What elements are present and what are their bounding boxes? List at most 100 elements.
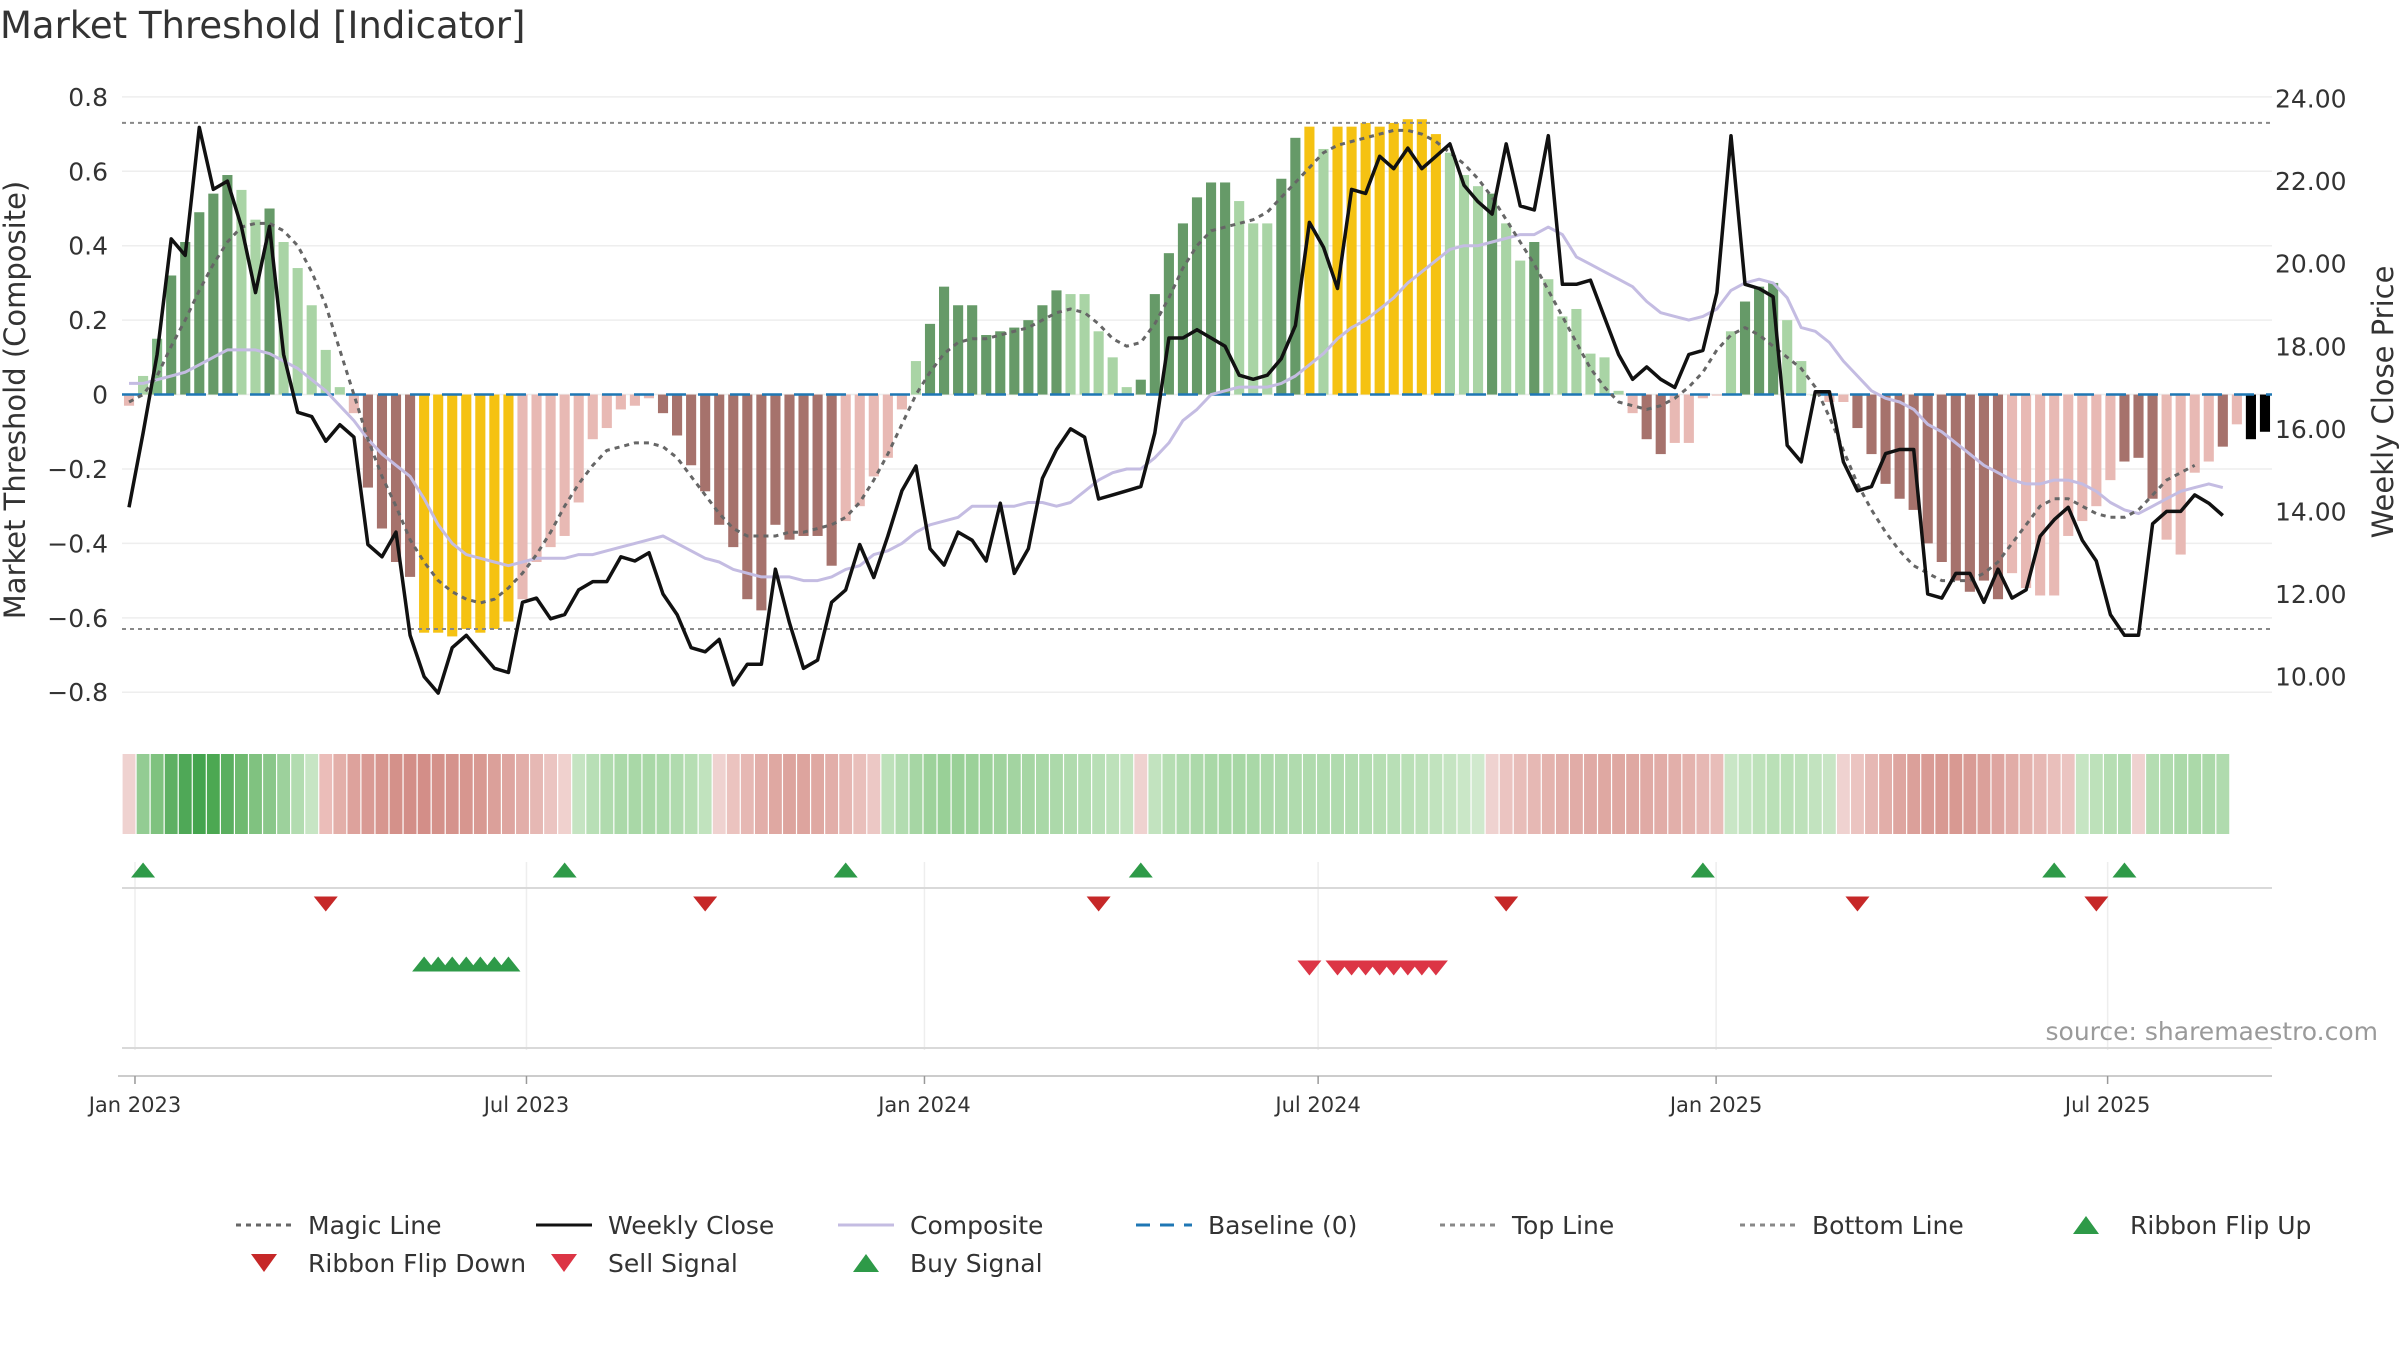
- chart-title: Market Threshold [Indicator]: [0, 4, 525, 47]
- composite-bar: [2021, 394, 2032, 589]
- ribbon-flip-up-marker: [1690, 862, 1715, 878]
- ribbon-cell: [305, 754, 319, 834]
- ribbon-cell: [993, 754, 1007, 834]
- ribbon-cell: [1021, 754, 1035, 834]
- composite-bar: [770, 394, 781, 525]
- composite-bar: [2133, 394, 2144, 458]
- sell-signal-marker: [1297, 960, 1322, 976]
- composite-bar: [1037, 305, 1048, 395]
- composite-bar: [1739, 301, 1751, 395]
- ribbon-cell: [1710, 754, 1724, 834]
- ribbon-flip-down-marker: [1494, 896, 1519, 912]
- composite-bar: [1950, 394, 1961, 581]
- composite-bar: [2006, 394, 2018, 574]
- ribbon-cell: [1640, 754, 1654, 834]
- ribbon-cell: [375, 754, 389, 834]
- ribbon-cell: [487, 754, 501, 834]
- ribbon-cell: [1050, 754, 1063, 834]
- composite-bar: [503, 394, 514, 622]
- ribbon-cell: [516, 754, 529, 834]
- composite-bar: [657, 394, 669, 414]
- composite-bar: [1529, 242, 1540, 395]
- magic-line: [128, 128, 2196, 605]
- composite-bar: [1248, 223, 1259, 395]
- composite-bar: [1669, 394, 1680, 443]
- ribbon-cell: [670, 754, 684, 834]
- ribbon-cell: [2061, 754, 2075, 834]
- composite-bar: [981, 335, 992, 395]
- composite-bar: [264, 208, 275, 395]
- right-tick-label: 22.00: [2275, 167, 2347, 196]
- ribbon-cell: [951, 754, 965, 834]
- composite-bar: [2077, 394, 2088, 522]
- composite-bars: [123, 119, 2271, 637]
- ribbon-cell: [178, 754, 192, 834]
- ribbon-cell: [1752, 754, 1766, 834]
- legend-label: Top Line: [1511, 1211, 1614, 1240]
- composite-bar: [1332, 126, 1343, 395]
- legend-label: Composite: [910, 1211, 1043, 1240]
- ribbon-cell: [2202, 754, 2216, 834]
- legend-item: Top Line: [1440, 1211, 1614, 1240]
- ribbon-cell: [544, 754, 558, 834]
- composite-bar: [306, 305, 317, 395]
- ribbon-cell: [235, 754, 248, 834]
- composite-bar: [1992, 394, 2004, 600]
- composite-bar: [1557, 316, 1568, 395]
- composite-bar: [531, 394, 542, 562]
- ribbon-cell: [1134, 754, 1148, 834]
- left-tick-label: 0: [92, 381, 108, 410]
- composite-bar: [2231, 394, 2242, 425]
- composite-bar: [1796, 361, 1807, 395]
- ribbon-cell: [1176, 754, 1190, 834]
- composite-bar: [1880, 394, 1891, 484]
- ribbon-cell: [1851, 754, 1864, 834]
- ribbon-cell: [797, 754, 810, 834]
- ribbon-cell: [628, 754, 642, 834]
- legend-item: Weekly Close: [536, 1211, 774, 1240]
- ribbon-flip-down-marker: [1086, 896, 1111, 912]
- ribbon-cell: [1808, 754, 1822, 834]
- ribbon-cell: [1162, 754, 1176, 834]
- legend-item: Magic Line: [236, 1211, 442, 1240]
- composite-bar: [2063, 394, 2074, 536]
- composite-bar: [784, 394, 795, 540]
- composite-bar: [1374, 126, 1385, 395]
- composite-bar: [405, 394, 416, 577]
- composite-bar: [700, 394, 711, 492]
- ribbon-cell: [1317, 754, 1330, 834]
- ribbon-cell: [769, 754, 782, 834]
- composite-bar: [629, 394, 640, 406]
- ribbon-cell: [1569, 754, 1583, 834]
- ribbon-flip-down-marker: [2084, 896, 2109, 912]
- ribbon-flip-down-marker: [1845, 896, 1870, 912]
- reference-lines: [122, 121, 2272, 630]
- composite-bar: [194, 212, 205, 395]
- composite-bar: [1599, 357, 1610, 395]
- composite-bar: [1121, 387, 1132, 395]
- composite-bar: [868, 394, 879, 477]
- ribbon-cell: [502, 754, 515, 834]
- legend: Magic Line Weekly Close Composite Baseline …: [236, 1211, 2311, 1278]
- ribbon-cell: [656, 754, 670, 834]
- ribbon-flip-up-marker: [552, 862, 577, 878]
- ribbon-cell: [291, 754, 305, 834]
- ribbon-cell: [1092, 754, 1106, 834]
- ribbon-cell: [206, 754, 220, 834]
- ribbon-cell: [136, 754, 150, 834]
- ribbon-cell: [923, 754, 937, 834]
- left-tick-label: 0.4: [68, 232, 108, 261]
- composite-bar: [2035, 394, 2046, 596]
- composite-bar: [1009, 327, 1020, 395]
- ribbon-cell: [1836, 754, 1850, 834]
- composite-bar: [601, 394, 612, 429]
- ribbon-cell: [1302, 754, 1316, 834]
- composite-bar: [896, 394, 907, 410]
- composite-bar: [2105, 394, 2116, 481]
- legend-label: Bottom Line: [1812, 1211, 1964, 1240]
- left-tick-label: 0.2: [68, 306, 108, 335]
- composite-bar: [1079, 294, 1090, 395]
- ribbon-cell: [459, 754, 473, 834]
- ribbon-cell: [417, 754, 431, 834]
- composite-bar: [812, 394, 823, 536]
